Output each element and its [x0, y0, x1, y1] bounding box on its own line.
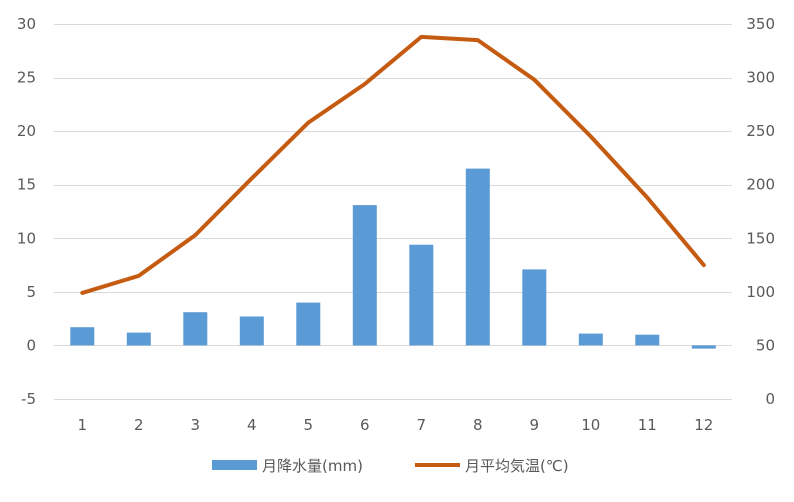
- right-tick-label: 150: [746, 229, 775, 247]
- left-tick-label: 15: [17, 176, 36, 194]
- bar-month-1: [70, 327, 95, 346]
- bar-month-11: [635, 334, 660, 346]
- x-tick-label: 9: [530, 416, 540, 434]
- right-tick-label: 300: [746, 69, 775, 87]
- left-tick-label: 5: [26, 283, 36, 301]
- x-tick-label: 10: [581, 416, 600, 434]
- right-tick-label: 250: [746, 122, 775, 140]
- temperature-line: [80, 34, 706, 295]
- legend-swatch-precipitation: [212, 460, 257, 470]
- x-tick-label: 11: [638, 416, 657, 434]
- x-tick-label: 8: [473, 416, 483, 434]
- x-tick-label: 4: [247, 416, 257, 434]
- x-axis-tick-labels: 1 2 3 4 5 6 7 8 9 10 11 12: [78, 416, 714, 434]
- left-tick-label: 0: [26, 336, 36, 354]
- x-tick-label: 2: [134, 416, 144, 434]
- right-tick-label: 350: [746, 15, 775, 33]
- left-tick-label: -5: [21, 390, 36, 408]
- bar-month-9: [522, 269, 547, 346]
- bar-month-7: [409, 244, 434, 346]
- right-tick-label: 100: [746, 283, 775, 301]
- bar-month-6: [352, 205, 377, 346]
- left-tick-label: 25: [17, 69, 36, 87]
- bar-month-12: [691, 345, 716, 349]
- bar-month-3: [183, 312, 208, 346]
- x-tick-label: 12: [694, 416, 713, 434]
- left-axis-tick-labels: -5 0 5 10 15 20 25 30: [17, 15, 36, 408]
- right-tick-label: 0: [765, 390, 775, 408]
- legend: 月降水量(mm) 月平均気温(℃): [212, 457, 569, 475]
- bar-month-8: [465, 168, 490, 346]
- x-tick-label: 3: [191, 416, 201, 434]
- precipitation-bars: [70, 168, 716, 349]
- x-tick-label: 5: [304, 416, 314, 434]
- x-tick-label: 6: [360, 416, 370, 434]
- right-axis-tick-labels: 0 50 100 150 200 250 300 350: [746, 15, 775, 408]
- left-tick-label: 10: [17, 229, 36, 247]
- bar-month-4: [239, 316, 264, 346]
- x-tick-label: 7: [417, 416, 427, 434]
- legend-label-temperature: 月平均気温(℃): [465, 457, 569, 475]
- temperature-line-group: [80, 34, 706, 295]
- bar-month-5: [296, 302, 321, 346]
- right-tick-label: 50: [756, 336, 775, 354]
- x-tick-label: 1: [78, 416, 88, 434]
- left-tick-label: 30: [17, 15, 36, 33]
- gridlines: [54, 24, 732, 400]
- bar-month-2: [126, 332, 151, 346]
- bar-month-10: [578, 333, 603, 346]
- left-tick-label: 20: [17, 122, 36, 140]
- right-tick-label: 200: [746, 176, 775, 194]
- legend-label-precipitation: 月降水量(mm): [262, 457, 363, 475]
